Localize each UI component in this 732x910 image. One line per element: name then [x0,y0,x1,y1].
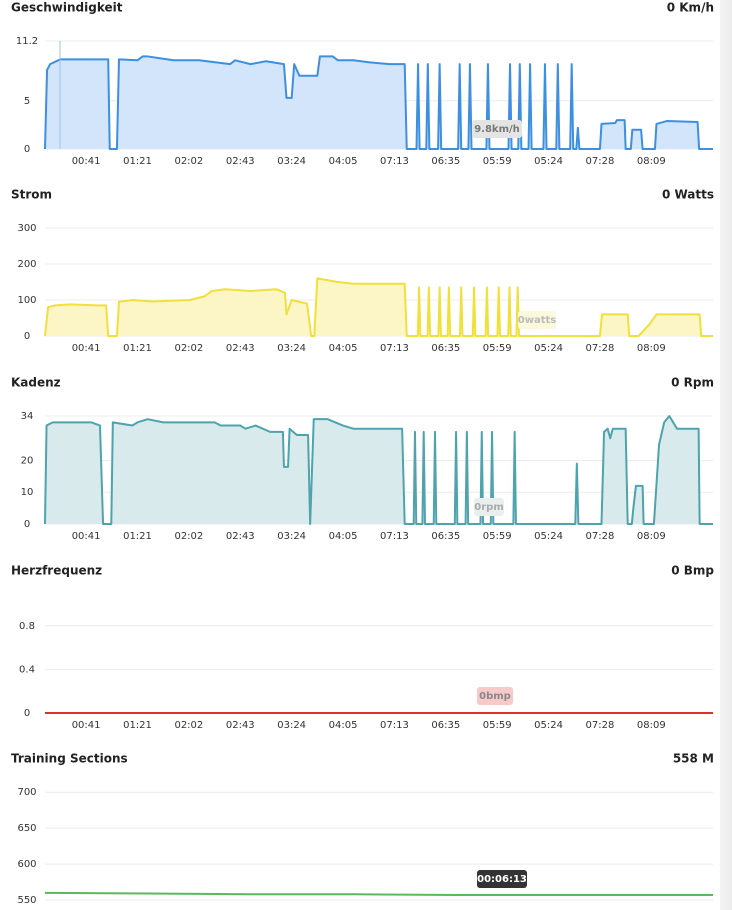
x-tick-label: 00:41 [72,720,101,731]
x-tick-label: 00:41 [72,156,101,167]
chart-title: Geschwindigkeit [11,1,123,15]
x-tick-label: 07:28 [586,343,615,354]
x-tick-label: 02:43 [226,156,255,167]
x-tick-label: 05:24 [534,156,563,167]
x-tick-label: 08:09 [637,343,666,354]
x-tick-label: 06:35 [431,531,460,542]
x-tick-label: 07:13 [380,531,409,542]
x-tick-label: 02:02 [174,343,203,354]
tooltip-text: 0watts [518,315,557,326]
x-tick-label: 05:59 [483,343,512,354]
x-tick-label: 03:24 [277,720,306,731]
y-tick-label: 11.2 [16,36,38,47]
tooltip-box [518,311,556,329]
x-tick-label: 05:59 [483,531,512,542]
y-tick-label: 0 [24,519,30,530]
current-value: 558 M [673,752,714,766]
x-tick-label: 02:02 [174,531,203,542]
x-tick-label: 06:35 [431,343,460,354]
x-tick-label: 01:21 [123,531,152,542]
x-tick-label: 04:05 [329,156,358,167]
current-value: 0 Rpm [671,376,714,390]
x-tick-label: 08:09 [637,720,666,731]
x-tick-label: 07:28 [586,720,615,731]
tooltip-box [472,120,522,138]
y-tick-label: 0 [24,144,30,155]
x-tick-label: 02:43 [226,343,255,354]
x-tick-label: 05:59 [483,156,512,167]
x-tick-label: 04:05 [329,343,358,354]
area [45,416,713,524]
x-tick-label: 06:35 [431,156,460,167]
x-tick-label: 07:28 [586,531,615,542]
x-tick-label: 07:13 [380,343,409,354]
tooltip-box [477,870,527,888]
area [45,278,713,336]
tooltip-box [474,498,504,516]
line [44,415,713,525]
y-tick-label: 650 [17,823,36,834]
x-tick-label: 05:24 [534,531,563,542]
x-tick-label: 01:21 [123,720,152,731]
tooltip-text: 0bmp [479,691,511,702]
y-tick-label: 5 [24,96,30,107]
y-tick-label: 0 [24,708,30,719]
x-tick-label: 05:24 [534,343,563,354]
x-tick-label: 00:41 [72,343,101,354]
y-tick-label: 100 [17,295,36,306]
y-tick-label: 200 [17,259,36,270]
chart-title: Kadenz [11,376,61,390]
tooltip-text: 00:06:13 [477,874,527,885]
x-tick-label: 08:09 [637,531,666,542]
x-tick-label: 01:21 [123,343,152,354]
line [44,55,713,150]
y-tick-label: 700 [17,787,36,798]
y-tick-label: 0 [24,331,30,342]
chart-title: Herzfrequenz [11,564,102,578]
y-tick-label: 10 [21,487,34,498]
x-tick-label: 03:24 [277,156,306,167]
chart-title: Training Sections [11,752,128,766]
tooltip-text: 9.8km/h [474,124,520,135]
current-value: 0 Km/h [667,1,714,15]
y-tick-label: 20 [21,455,34,466]
y-tick-label: 0.4 [19,664,35,675]
line [44,891,713,896]
y-tick-label: 300 [17,223,36,234]
x-tick-label: 02:02 [174,720,203,731]
x-tick-label: 08:09 [637,156,666,167]
x-tick-label: 07:13 [380,156,409,167]
x-tick-label: 07:28 [586,156,615,167]
x-tick-label: 05:59 [483,720,512,731]
area [45,56,713,149]
x-tick-label: 04:05 [329,531,358,542]
x-tick-label: 04:05 [329,720,358,731]
y-tick-label: 34 [21,411,34,422]
line [44,277,713,337]
y-tick-label: 600 [17,859,36,870]
x-tick-label: 02:02 [174,156,203,167]
x-tick-label: 02:43 [226,531,255,542]
x-tick-label: 00:41 [72,531,101,542]
x-tick-label: 07:13 [380,720,409,731]
x-tick-label: 03:24 [277,531,306,542]
y-tick-label: 550 [17,895,36,906]
x-tick-label: 03:24 [277,343,306,354]
x-tick-label: 01:21 [123,156,152,167]
current-value: 0 Bmp [671,564,714,578]
y-tick-label: 0.8 [19,621,35,632]
scroll-edge [720,0,732,910]
current-value: 0 Watts [662,188,714,202]
x-tick-label: 05:24 [534,720,563,731]
chart-title: Strom [11,188,52,202]
x-tick-label: 02:43 [226,720,255,731]
tooltip-box [477,687,513,705]
x-tick-label: 06:35 [431,720,460,731]
tooltip-text: 0rpm [474,502,503,513]
